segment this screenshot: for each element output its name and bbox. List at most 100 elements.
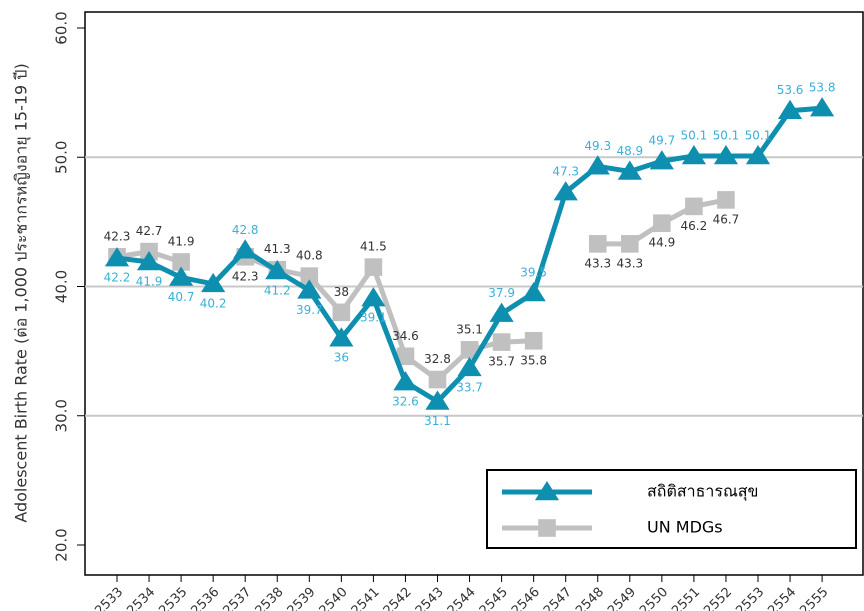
x-tick-label: 2545 [477, 585, 511, 611]
data-label: 35.8 [520, 353, 547, 367]
marker [653, 214, 671, 232]
data-label: 33.7 [456, 380, 483, 394]
marker [810, 97, 835, 117]
data-label: 46.7 [713, 212, 740, 226]
data-label: 53.6 [777, 83, 804, 97]
marker [300, 267, 319, 285]
x-tick-label: 2542 [381, 585, 415, 611]
data-label: 42.2 [104, 271, 131, 285]
marker [717, 191, 735, 209]
data-label: 42.7 [136, 224, 163, 238]
data-label: 49.3 [584, 139, 611, 153]
marker [524, 331, 543, 350]
data-label: 41.9 [136, 274, 163, 288]
marker [361, 287, 386, 307]
marker [553, 181, 578, 201]
marker [172, 253, 190, 271]
data-label: 39.5 [520, 265, 547, 279]
marker [713, 144, 739, 165]
data-label: 32.6 [392, 395, 419, 409]
x-tick-label: 2538 [253, 585, 287, 611]
marker [460, 341, 479, 359]
x-tick-label: 2539 [285, 585, 319, 611]
x-tick-label: 2554 [765, 585, 799, 611]
data-label: 36 [334, 351, 349, 365]
y-tick-label: 50.0 [53, 141, 71, 174]
legend-label: สถิติสาธารณสุข [647, 482, 758, 502]
data-label: 47.3 [552, 165, 579, 179]
data-label: 49.7 [648, 134, 675, 148]
data-label: 50.1 [713, 128, 740, 142]
y-axis-label: Adolescent Birth Rate (ต่อ 1,000 ประชากร… [12, 63, 32, 522]
marker [457, 356, 482, 377]
data-label: 46.2 [681, 219, 708, 233]
data-label: 39.7 [296, 303, 323, 317]
marker [649, 150, 674, 170]
x-tick-label: 2553 [733, 585, 767, 611]
data-label: 41.9 [168, 234, 195, 248]
marker [588, 235, 607, 253]
x-tick-label: 2551 [669, 585, 703, 611]
marker [265, 259, 290, 280]
x-tick-label: 2535 [156, 585, 190, 611]
data-label: 40.7 [168, 290, 195, 304]
data-label: 40.8 [296, 249, 323, 263]
marker [425, 390, 450, 410]
data-label: 48.9 [616, 144, 643, 158]
marker [685, 197, 703, 216]
x-tick-label: 2537 [220, 585, 254, 611]
marker [329, 327, 354, 347]
data-label: 42.8 [232, 223, 259, 237]
x-tick-label: 2536 [188, 585, 222, 611]
y-tick-label: 40.0 [53, 270, 71, 303]
y-tick-label: 60.0 [53, 11, 71, 44]
data-label: 32.8 [424, 352, 451, 366]
marker [396, 347, 415, 366]
marker [104, 247, 130, 267]
x-tick-label: 2550 [637, 585, 671, 611]
data-label: 31.1 [424, 414, 451, 428]
data-label: 35.1 [456, 322, 483, 336]
marker [777, 99, 803, 119]
data-label: 42.3 [104, 229, 131, 243]
x-tick-label: 2555 [797, 585, 831, 611]
data-label: 41.3 [264, 242, 291, 256]
x-tick-label: 2549 [605, 585, 639, 611]
marker [621, 235, 639, 253]
data-label: 41.5 [360, 240, 387, 254]
data-label: 53.8 [809, 81, 836, 95]
x-tick-label: 2540 [317, 585, 351, 611]
marker [332, 303, 351, 322]
data-label: 44.9 [648, 236, 675, 250]
marker [617, 160, 642, 180]
marker [489, 302, 514, 322]
data-label: 37.9 [488, 286, 515, 300]
data-label: 43.3 [584, 256, 611, 270]
x-tick-label: 2546 [509, 585, 543, 611]
y-tick-label: 30.0 [53, 399, 71, 432]
x-tick-label: 2541 [349, 585, 383, 611]
x-tick-label: 2543 [413, 585, 447, 611]
data-label: 34.6 [392, 329, 419, 343]
x-tick-label: 2547 [541, 585, 575, 611]
marker [492, 333, 511, 351]
marker [521, 281, 546, 302]
legend-label: UN MDGs [647, 518, 723, 537]
x-tick-label: 2544 [445, 585, 479, 611]
plot-frame [84, 11, 864, 576]
x-tick-label: 2534 [124, 585, 158, 611]
y-tick-label: 20.0 [53, 528, 71, 561]
x-tick-label: 2552 [701, 585, 735, 611]
data-label: 39.1 [360, 311, 387, 325]
marker [393, 371, 418, 391]
marker [364, 258, 383, 276]
data-label: 50.1 [745, 128, 772, 142]
marker [297, 279, 322, 299]
data-label: 40.2 [200, 296, 227, 310]
marker [201, 272, 226, 293]
marker [233, 239, 258, 259]
data-label: 42.3 [232, 269, 259, 283]
marker [745, 144, 771, 165]
marker [681, 144, 706, 165]
marker [428, 370, 447, 389]
